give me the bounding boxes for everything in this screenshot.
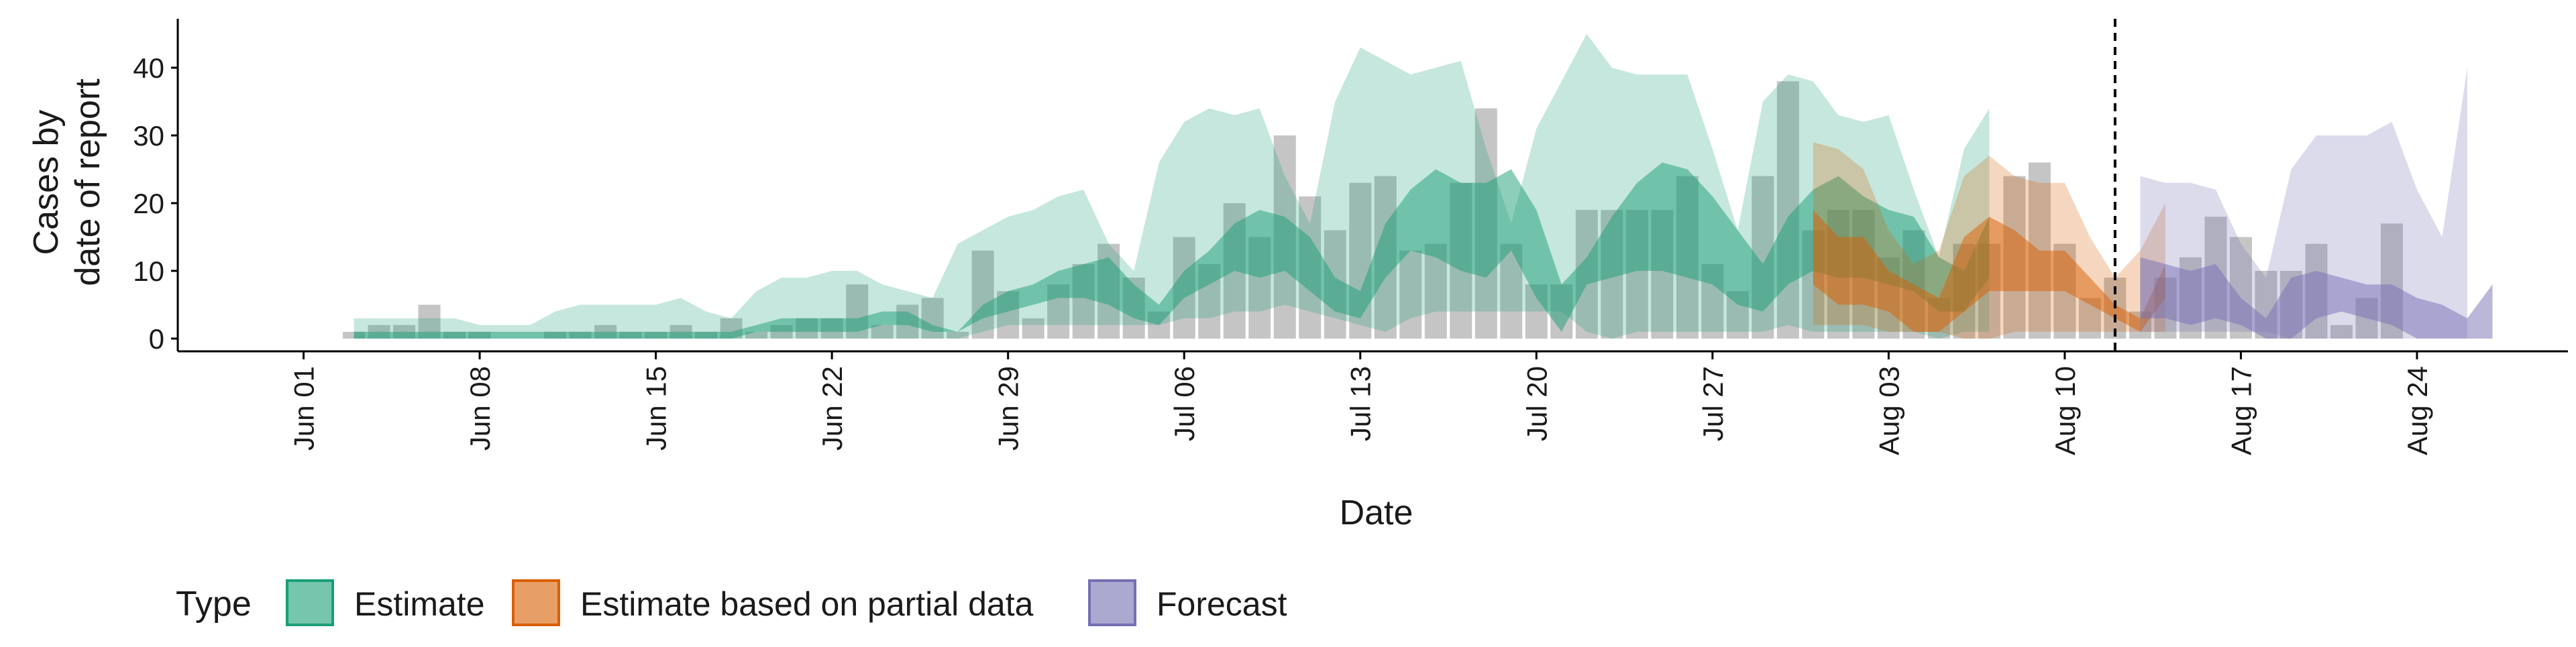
y-tick-label: 10: [133, 255, 164, 287]
x-tick-label: Jun 01: [288, 366, 320, 451]
x-tick-label: Jun 29: [993, 366, 1024, 451]
y-axis-title: Cases bydate of report: [27, 78, 107, 286]
x-tick-label: Aug 24: [2402, 366, 2433, 455]
forecast-ribbon-50: [2140, 257, 2493, 339]
legend-swatch-estimate: [286, 579, 334, 626]
y-axis-title-line: Cases by: [27, 110, 66, 255]
x-tick-label: Jun 15: [641, 366, 672, 451]
bar: [343, 331, 366, 339]
x-tick-label: Jul 20: [1521, 366, 1552, 441]
x-tick-label: Jun 22: [816, 366, 848, 451]
bar: [1022, 318, 1044, 339]
y-axis-title-line: date of report: [68, 78, 107, 286]
x-tick-label: Jul 27: [1697, 366, 1729, 441]
x-tick-label: Aug 10: [2049, 366, 2081, 455]
forecast-ribbon-90: [2140, 68, 2467, 339]
legend-label-estimate-based-on-partial-data: Estimate based on partial data: [580, 585, 1034, 623]
x-axis-title: Date: [1340, 493, 1413, 532]
bar: [1399, 250, 1422, 339]
legend-label-estimate: Estimate: [354, 585, 485, 623]
y-tick-label: 40: [133, 52, 164, 84]
bar: [2330, 325, 2353, 339]
estimate-ribbon-90: [354, 34, 1990, 339]
bar: [947, 331, 969, 339]
x-tick-label: Aug 17: [2225, 366, 2257, 455]
legend-label-forecast: Forecast: [1157, 585, 1287, 623]
bar: [745, 331, 768, 339]
legend-swatch-estimate-based-on-partial-data: [512, 579, 560, 626]
bar: [871, 325, 894, 339]
estimate-ribbon-50: [354, 162, 1990, 339]
estimate-based-on-partial-data-ribbon-50: [1813, 210, 2165, 332]
x-tick-label: Aug 03: [1873, 366, 1904, 455]
ribbons-group: [354, 34, 2493, 339]
x-tick-label: Jun 08: [464, 366, 496, 451]
y-tick-label: 30: [133, 120, 164, 152]
legend: Type Estimate Estimate based on partial da…: [176, 579, 1287, 626]
legend-title: Type: [176, 585, 252, 624]
bar: [971, 250, 994, 339]
x-tick-label: Jul 06: [1169, 366, 1200, 441]
y-tick-label: 0: [149, 323, 164, 355]
y-tick-label: 20: [133, 188, 164, 219]
legend-swatch-forecast: [1088, 579, 1136, 626]
x-tick-label: Jul 13: [1345, 366, 1377, 441]
